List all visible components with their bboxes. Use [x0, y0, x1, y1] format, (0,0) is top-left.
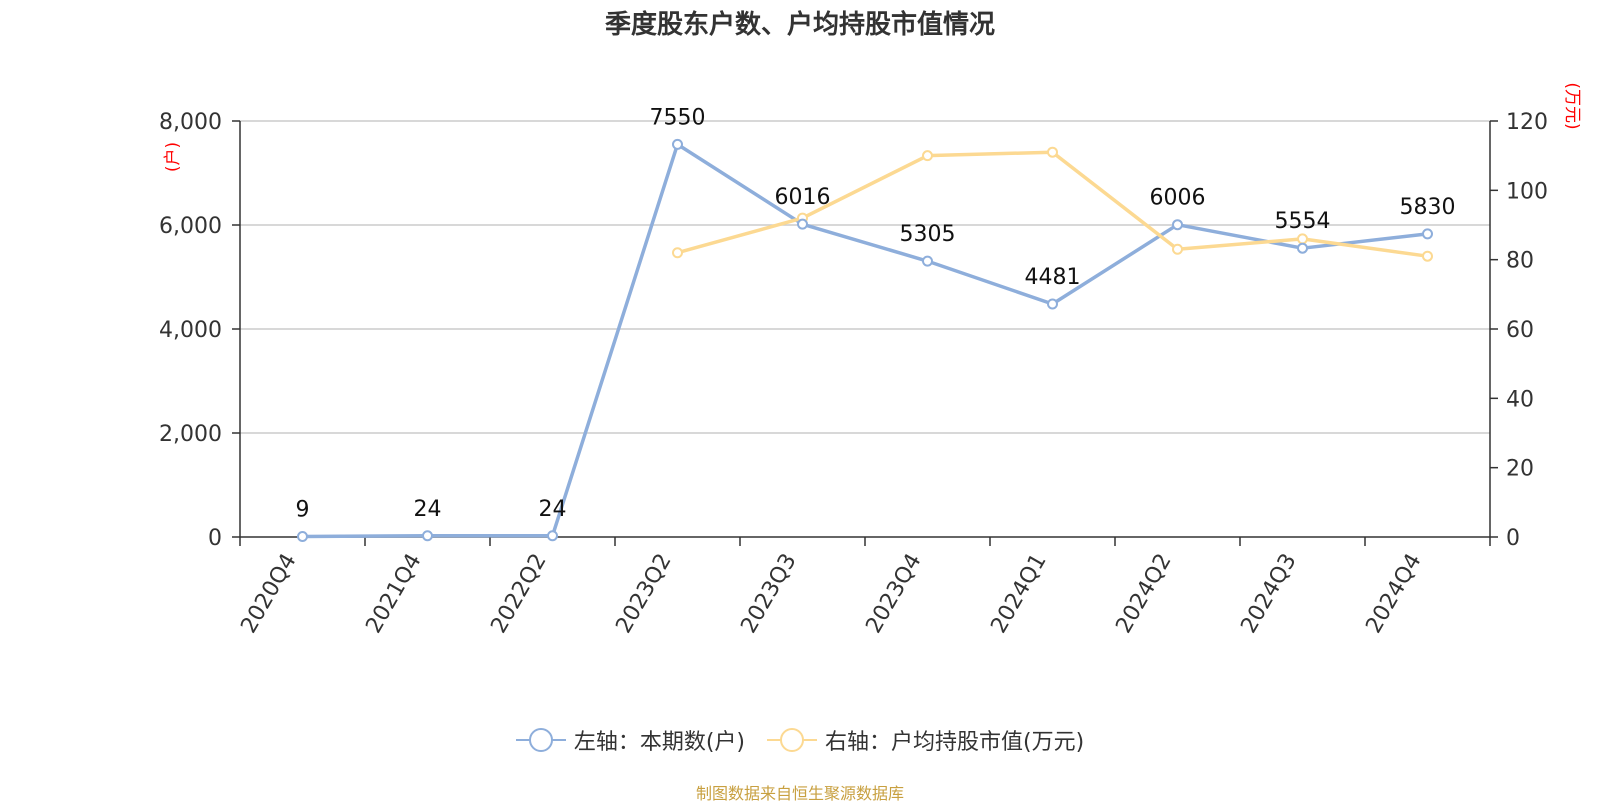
right-axis-tick-label: 0	[1506, 526, 1520, 551]
right-axis-unit: (万元)	[1562, 82, 1582, 129]
x-axis-tick-label: 2023Q3	[736, 550, 801, 638]
right-axis-tick-label: 20	[1506, 457, 1534, 482]
legend-item-right-series[interactable]: 右轴：户均持股市值(万元)	[767, 724, 1084, 756]
right-axis-tick-label: 100	[1506, 179, 1548, 204]
series-point-left	[1422, 228, 1433, 240]
right-axis-tick-label: 120	[1506, 110, 1548, 135]
series-point-left	[547, 530, 558, 542]
x-axis-tick-label: 2024Q4	[1361, 550, 1426, 638]
x-axis-tick-label: 2020Q4	[236, 550, 301, 638]
series	[297, 138, 1433, 543]
x-axis-tick-label: 2024Q1	[986, 550, 1051, 638]
left-axis-tick-label: 6,000	[159, 214, 222, 239]
x-axis-tick-label: 2021Q4	[361, 550, 426, 638]
x-axis-tick-label: 2024Q3	[1236, 550, 1301, 638]
series-point-right	[1047, 146, 1058, 158]
series-point-left	[422, 530, 433, 542]
left-axis-tick-label: 2,000	[159, 422, 222, 447]
series-point-right	[1172, 243, 1183, 255]
x-axis-tick-label: 2024Q2	[1111, 550, 1176, 638]
legend-line-circle-icon	[515, 727, 566, 753]
series-point-right	[672, 247, 683, 259]
source-note: 制图数据来自恒生聚源数据库	[695, 784, 904, 803]
legend-label: 左轴：本期数(户)	[573, 730, 745, 755]
series-point-left	[922, 255, 933, 267]
data-label: 7550	[650, 105, 706, 130]
legend: 左轴：本期数(户) 右轴：户均持股市值(万元)	[0, 724, 1600, 756]
data-label: 5830	[1400, 195, 1456, 220]
left-axis-tick-label: 4,000	[159, 318, 222, 343]
series-point-right	[1297, 233, 1308, 245]
legend-label: 右轴：户均持股市值(万元)	[825, 730, 1085, 755]
data-label: 24	[539, 497, 567, 522]
series-point-right	[922, 150, 933, 162]
data-label: 5305	[900, 222, 956, 247]
data-label: 6016	[775, 185, 831, 210]
right-axis-tick-label: 60	[1506, 318, 1534, 343]
data-label: 5554	[1275, 209, 1331, 234]
x-axis-tick-label: 2023Q4	[861, 550, 926, 638]
data-label: 9	[296, 498, 310, 523]
right-axis-tick-label: 40	[1506, 387, 1534, 412]
gridlines	[240, 120, 1490, 434]
series-point-right	[1422, 250, 1433, 262]
legend-item-left-series[interactable]: 左轴：本期数(户)	[515, 724, 745, 756]
data-label: 6006	[1150, 186, 1206, 211]
right-axis-tick-label: 80	[1506, 249, 1534, 274]
series-point-left	[1297, 242, 1308, 254]
series-point-left	[797, 218, 808, 230]
data-labels: 9 24 24 7550 6016 5305 4481 6006 5554 5830	[296, 105, 1456, 522]
left-axis-tick-label: 8,000	[159, 110, 222, 135]
series-point-left	[1172, 219, 1183, 231]
series-point-left	[1047, 298, 1058, 310]
left-axis-tick-label: 0	[208, 526, 222, 551]
series-point-left	[672, 138, 683, 150]
left-axis-unit: (户)	[163, 142, 183, 172]
axes: 0 2,000 4,000 6,000 8,000 0 20 40 60 80 100 120 (户) (…	[159, 82, 1582, 637]
series-line-left	[302, 142, 1428, 539]
series-point-left	[297, 531, 308, 543]
chart-title: 季度股东户数、户均持股市值情况	[604, 10, 995, 40]
data-label: 4481	[1025, 265, 1081, 290]
x-axis-tick-label: 2023Q2	[611, 550, 676, 638]
x-axis-tick-label: 2022Q2	[486, 550, 551, 638]
data-label: 24	[414, 497, 442, 522]
legend-line-circle-icon	[767, 727, 817, 753]
